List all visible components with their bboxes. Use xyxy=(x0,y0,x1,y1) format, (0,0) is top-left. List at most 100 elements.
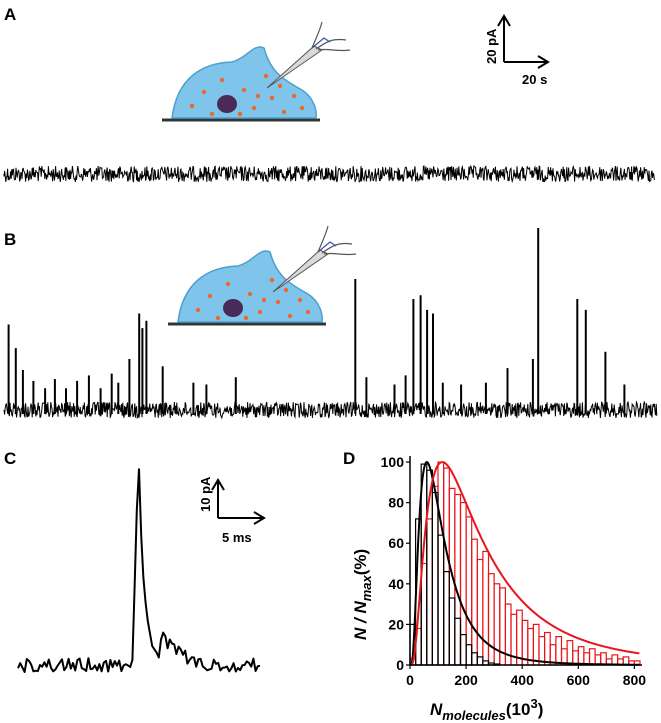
bar-black xyxy=(443,570,450,666)
panel-c-scalebar: 10 pA 5 ms xyxy=(198,476,266,545)
x-tick-label: 600 xyxy=(567,672,591,688)
vesicle xyxy=(305,309,311,315)
cell-body xyxy=(177,250,323,323)
bar-red xyxy=(476,558,484,666)
panel-d-label: D xyxy=(343,449,355,468)
cell-with-electrode-icon xyxy=(162,21,351,122)
vesicle xyxy=(219,77,225,83)
y-tick-label: 80 xyxy=(388,495,404,511)
panel-a-label: A xyxy=(4,5,16,24)
bar-red xyxy=(459,502,467,666)
y-tick-label: 20 xyxy=(388,616,404,632)
bar-black xyxy=(476,656,484,666)
red-histogram-bars xyxy=(409,461,641,666)
bar-red xyxy=(482,550,490,666)
bar-red xyxy=(493,583,501,666)
bar-red xyxy=(555,635,563,666)
bar-black xyxy=(437,534,445,666)
histogram-axes xyxy=(406,456,642,669)
vesicle xyxy=(225,281,231,287)
vesicle xyxy=(189,103,195,109)
fit-curve-black xyxy=(410,460,640,666)
vesicle xyxy=(255,93,261,99)
x-tick-label: 0 xyxy=(406,672,414,688)
bar-red xyxy=(577,646,585,666)
y-tick-label: 40 xyxy=(388,576,404,592)
panel-c-label: C xyxy=(4,449,16,468)
bar-red xyxy=(465,516,473,666)
single-spike-trace xyxy=(17,468,261,673)
bar-red xyxy=(437,461,445,666)
electrode-wires xyxy=(317,225,357,256)
histogram-y-axis-label: N / Nmax(%) xyxy=(351,549,374,640)
vesicle xyxy=(297,297,303,303)
vesicle xyxy=(207,293,213,299)
panel-c-scalebar-y-label: 10 pA xyxy=(198,476,213,512)
electrode-wires xyxy=(311,21,351,52)
x-tick-label: 800 xyxy=(623,672,647,688)
panel-c-trace xyxy=(17,468,261,673)
bar-red xyxy=(426,518,433,666)
vesicle xyxy=(291,93,297,99)
bar-red xyxy=(588,648,596,666)
histogram-y-tick-labels: 0 20 40 60 80 100 xyxy=(381,454,405,673)
vesicle xyxy=(277,83,283,89)
vesicle xyxy=(299,105,305,111)
electrode-tip xyxy=(272,249,329,293)
cell-body xyxy=(171,46,317,119)
cell-with-electrode-icon xyxy=(168,225,357,326)
vesicle xyxy=(269,95,275,101)
bar-red xyxy=(487,573,495,666)
electrode-wire-blue xyxy=(317,241,337,253)
bar-black xyxy=(465,644,473,666)
vesicle xyxy=(283,287,289,293)
vesicle xyxy=(237,111,243,117)
panel-d-histogram: 0 200 400 600 800 0 20 40 60 80 100 Nmolecules(10… xyxy=(351,454,646,723)
vesicle xyxy=(257,309,263,315)
bar-black xyxy=(448,597,456,666)
electrode-wire-blue xyxy=(311,37,331,49)
bar-black xyxy=(454,617,462,666)
vesicle xyxy=(251,105,257,111)
bar-black xyxy=(431,491,439,666)
bar-red xyxy=(566,639,574,666)
y-tick-label: 0 xyxy=(396,657,404,673)
panel-a-trace xyxy=(3,164,655,184)
panel-a-scalebar-x-label: 20 s xyxy=(522,72,547,87)
bar-red xyxy=(532,623,540,666)
vesicle xyxy=(201,89,207,95)
panel-c-scalebar-x-label: 5 ms xyxy=(222,530,252,545)
cell-nucleus xyxy=(223,299,243,317)
panel-a-scalebar: 20 pA 20 s xyxy=(484,14,550,87)
y-tick-label: 100 xyxy=(381,454,405,470)
bar-red xyxy=(454,493,462,666)
vesicle xyxy=(287,313,293,319)
bar-red xyxy=(431,485,439,666)
baseline-trace xyxy=(3,400,658,420)
vesicle xyxy=(247,291,253,297)
histogram-x-axis-label: Nmolecules(103) xyxy=(430,696,543,723)
bar-red xyxy=(611,654,619,666)
vesicle xyxy=(241,87,247,93)
panel-a-scalebar-y-label: 20 pA xyxy=(484,28,499,64)
bar-black xyxy=(471,652,478,666)
vesicle xyxy=(209,111,215,117)
electrode-tip xyxy=(266,45,323,89)
vesicle xyxy=(269,277,275,283)
bar-black xyxy=(459,633,467,666)
y-tick-label: 60 xyxy=(388,535,404,551)
vesicle xyxy=(261,297,267,303)
vesicle xyxy=(215,315,221,321)
bar-red xyxy=(600,652,607,666)
bar-red xyxy=(471,538,478,666)
vesicle xyxy=(281,109,287,115)
histogram-x-tick-labels: 0 200 400 600 800 xyxy=(406,672,646,688)
histogram-fit-curves xyxy=(410,460,640,666)
bar-red xyxy=(443,467,450,666)
fit-curve-red xyxy=(410,461,640,666)
x-tick-label: 200 xyxy=(454,672,478,688)
vesicle xyxy=(243,315,249,321)
vesicle xyxy=(275,299,281,305)
noise-trace xyxy=(3,164,655,184)
